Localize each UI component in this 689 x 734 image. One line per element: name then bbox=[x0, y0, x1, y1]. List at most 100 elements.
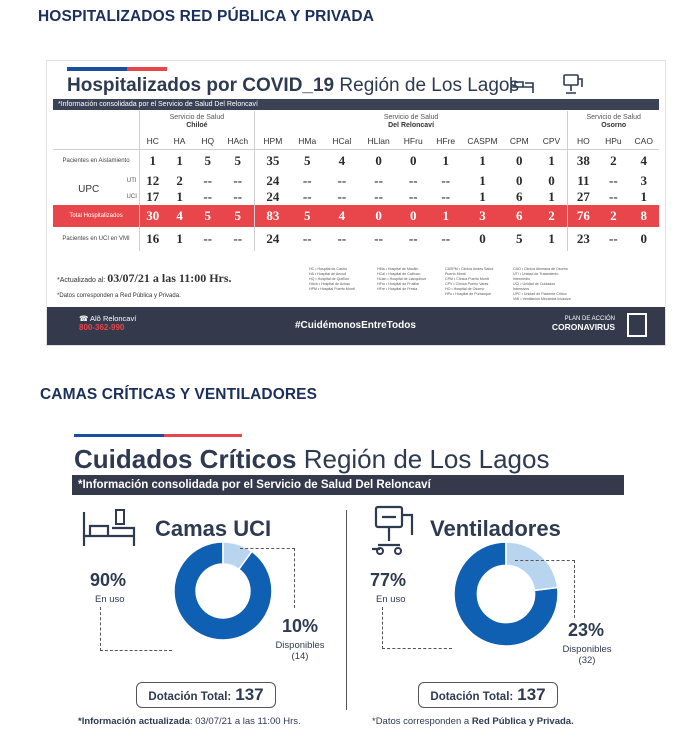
row-label-uci: UCI bbox=[126, 194, 137, 200]
cell-uci-hma: -- bbox=[302, 189, 312, 204]
cell-uci-cpv: 1 bbox=[548, 189, 555, 204]
foot-note-right: *Datos corresponden a Red Pública y Priv… bbox=[372, 716, 574, 727]
cell-total-hcal: 4 bbox=[323, 205, 361, 227]
vent-total-box: Dotación Total: 137 bbox=[418, 682, 558, 708]
cell-aislamiento-hcal: 4 bbox=[338, 153, 346, 169]
cell-uti-hq: -- bbox=[203, 173, 213, 188]
info-bar-2: *Información consolidada por el Servicio… bbox=[72, 475, 624, 495]
col-header-hq: HQ bbox=[193, 133, 222, 150]
col-header-hcal: HCal bbox=[323, 133, 361, 150]
cell-uci-hfru: -- bbox=[408, 189, 418, 204]
cell-uti-hpu: -- bbox=[609, 173, 618, 188]
legend-column: CASPM • Clínica Andes Salud Puerto Montt… bbox=[445, 267, 494, 296]
cell-uti-ha: 2 bbox=[176, 173, 183, 188]
camas-free-pct: 10% bbox=[282, 616, 319, 636]
cell-uci-caspm: 1 bbox=[479, 189, 486, 204]
col-header-caspm: CASPM bbox=[461, 133, 504, 150]
col-header-ha: HA bbox=[165, 133, 194, 150]
service-osorno: Servicio de Salud Osorno bbox=[567, 111, 659, 133]
section-title-camas: CAMAS CRÍTICAS Y VENTILADORES bbox=[40, 386, 318, 403]
cell-vmi-cpv: 1 bbox=[548, 231, 555, 246]
cell-vmi-caspm: 0 bbox=[479, 231, 486, 246]
cell-total-cpv: 2 bbox=[535, 205, 568, 227]
cell-aislamiento-hc: 1 bbox=[139, 149, 166, 173]
ventilator-icon bbox=[563, 74, 583, 94]
cell-uci-hq: -- bbox=[203, 189, 213, 204]
cell-aislamiento-hq: 5 bbox=[204, 153, 211, 169]
col-header-cpv: CPV bbox=[535, 133, 568, 150]
cell-vmi-hc: 16 bbox=[139, 227, 166, 251]
row-label-uti: UTI bbox=[126, 178, 137, 184]
cell-aislamiento-hma: 5 bbox=[303, 153, 311, 169]
cell-uti-hfre: -- bbox=[441, 173, 451, 188]
cell-aislamiento-hfre: 1 bbox=[442, 153, 449, 169]
data-note: *Datos corresponden a Red Pública y Priv… bbox=[57, 293, 181, 299]
vent-free-pct: 23% bbox=[568, 620, 605, 640]
row-label-total: Total Hospitalizados bbox=[53, 205, 140, 227]
camas-used-leader bbox=[100, 607, 172, 651]
vent-free-label: Disponibles (32) bbox=[562, 644, 612, 666]
service-reloncavi: Servicio de Salud Del Reloncaví bbox=[253, 111, 568, 133]
cell-vmi-hfru: -- bbox=[408, 231, 418, 246]
cell-vmi-hcal: -- bbox=[337, 231, 347, 246]
section-title-hospitalizados: HOSPITALIZADOS RED PÚBLICA Y PRIVADA bbox=[38, 8, 375, 25]
col-header-cao: CAO bbox=[628, 133, 659, 150]
row-label-aislamiento: Pacientes en Aislamiento bbox=[62, 158, 130, 165]
flag-red bbox=[127, 67, 167, 71]
cell-vmi-ha: 1 bbox=[176, 231, 183, 246]
info-bar: *Información consolidada por el Servicio… bbox=[53, 99, 659, 110]
cell-total-ha: 4 bbox=[165, 205, 194, 227]
cell-aislamiento-cpm: 0 bbox=[516, 153, 523, 169]
cell-vmi-cao: 0 bbox=[640, 231, 648, 246]
updated-at: *Actualizado al: 03/07/21 a las 11:00 Hr… bbox=[57, 271, 232, 285]
cell-uci-ho: 27 bbox=[567, 189, 599, 205]
camas-used-label: En uso bbox=[95, 594, 125, 605]
cell-uci-hfre: -- bbox=[441, 189, 451, 204]
panel-divider bbox=[346, 510, 347, 710]
camas-uci-title: Camas UCI bbox=[155, 516, 272, 541]
cell-total-caspm: 3 bbox=[461, 205, 504, 227]
gov-logo-icon bbox=[627, 313, 647, 337]
service-chiloe: Servicio de Salud Chiloé bbox=[139, 111, 255, 133]
cell-aislamiento-hach: 5 bbox=[234, 153, 241, 169]
cell-uti-cpm: 0 bbox=[516, 173, 523, 188]
card1-icons bbox=[509, 73, 585, 95]
cell-total-hpu: 2 bbox=[598, 205, 629, 227]
cell-aislamiento-cpv: 1 bbox=[548, 153, 555, 169]
cell-aislamiento-ha: 1 bbox=[176, 153, 183, 169]
cell-vmi-hpm: 24 bbox=[253, 227, 291, 251]
cell-vmi-hpu: -- bbox=[609, 231, 618, 246]
camas-free-leader bbox=[240, 548, 295, 608]
donut-slice-used bbox=[173, 541, 273, 641]
vent-used-pct: 77% bbox=[370, 570, 407, 590]
cell-uci-hcal: -- bbox=[337, 189, 347, 204]
row-label-upc: UPC bbox=[78, 183, 100, 195]
cell-vmi-hfre: -- bbox=[441, 231, 451, 246]
cell-total-hq: 5 bbox=[193, 205, 222, 227]
cell-uci-hllan: -- bbox=[374, 189, 383, 204]
col-header-ho: HO bbox=[567, 133, 599, 150]
ventiladores-title: Ventiladores bbox=[430, 516, 561, 541]
cell-aislamiento-caspm: 1 bbox=[479, 153, 486, 169]
cell-total-cao: 8 bbox=[628, 205, 659, 227]
col-header-hllan: HLlan bbox=[360, 133, 398, 150]
camas-free-label: Disponibles (14) bbox=[275, 640, 325, 662]
hospital-bed-icon bbox=[82, 509, 136, 546]
legend-column: HC • Hospital de Castro HA • Hospital de… bbox=[309, 267, 355, 291]
cell-uti-hpm: 24 bbox=[253, 173, 291, 189]
card2-title: Cuidados Críticos Región de Los Lagos bbox=[74, 444, 550, 474]
cell-uci-cpm: 6 bbox=[516, 189, 523, 204]
col-header-hfru: HFru bbox=[397, 133, 430, 150]
hospitalizados-card: Hospitalizados por COVID_19 Región de Lo… bbox=[46, 60, 666, 346]
cell-uci-hc: 17 bbox=[139, 189, 166, 205]
col-header-cpm: CPM bbox=[503, 133, 536, 150]
cell-total-hllan: 0 bbox=[360, 205, 398, 227]
row-label-vmi: Pacientes en UCI en VMI bbox=[62, 236, 130, 242]
cell-uci-hach: -- bbox=[233, 189, 243, 204]
hashtag: #CuidémonosEntreTodos bbox=[295, 320, 416, 331]
cell-uti-caspm: 1 bbox=[479, 173, 486, 188]
cell-uti-ho: 11 bbox=[567, 173, 599, 189]
camas-used-pct: 90% bbox=[90, 570, 127, 590]
coronavirus-logo: PLAN DE ACCIÓN CORONAVIRUS bbox=[551, 316, 615, 332]
cell-vmi-hma: -- bbox=[302, 231, 312, 246]
